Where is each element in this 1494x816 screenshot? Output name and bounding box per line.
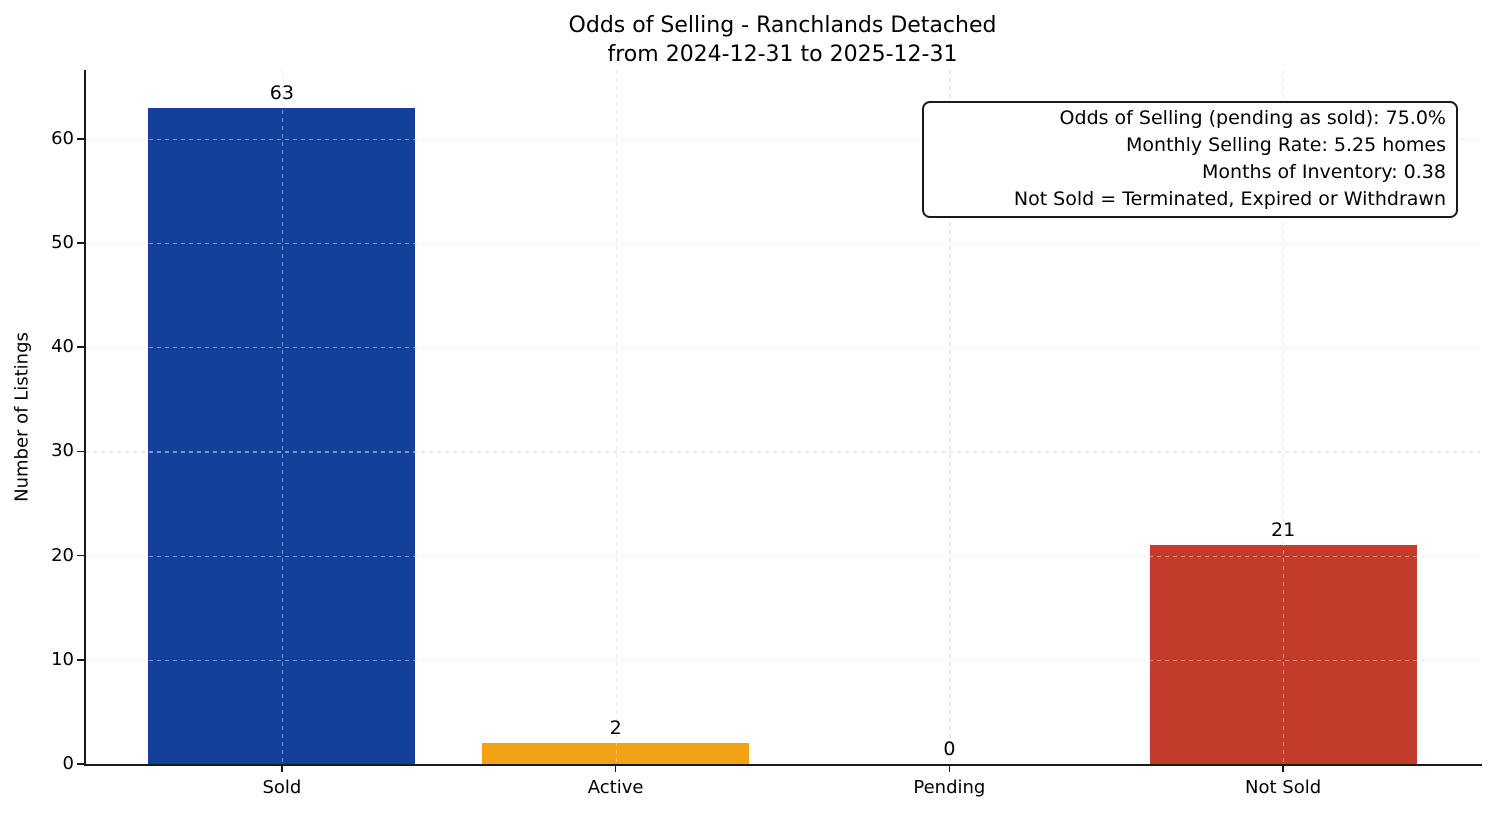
gridline-x-sold [281,70,284,764]
y-axis-spine [84,70,86,766]
gridline-y-60 [85,138,1480,140]
y-tick-label-20: 20 [51,544,74,566]
gridline-x-pending [949,70,951,764]
bar-active [482,743,750,764]
gridline-y-40 [85,347,1480,349]
gridlines-over [85,70,1480,764]
y-tick-label-50: 50 [51,231,74,253]
bar-value-labels-layer: 63 2 0 21 [85,70,1480,764]
annotation-monthly-selling-rate: Monthly Selling Rate: 5.25 homes [1126,134,1446,156]
y-tick-mark-10 [77,658,84,661]
y-axis-label: Number of Listings [11,332,33,502]
annotation-odds-of-selling: Odds of Selling (pending as sold): 75.0% [1059,107,1446,129]
bar-value-label-sold: 63 [269,81,294,104]
y-tick-label-60: 60 [51,127,74,149]
gridline-y-40 [85,347,1480,349]
y-tick-label-30: 30 [51,440,74,462]
x-tick-mark-sold [281,766,283,772]
y-tick-label-10: 10 [51,648,74,670]
gridline-y-30 [85,451,1480,453]
y-tick-mark-0 [77,763,84,765]
bar-sold [148,107,416,764]
gridline-y-10 [85,659,1480,661]
bar-value-label-active: 2 [609,717,622,740]
bars-layer [85,70,1480,764]
x-tick-mark-pending [948,766,951,772]
y-tick-label-40: 40 [51,336,74,358]
bar-not-sold [1149,545,1417,764]
y-tick-mark-20 [77,554,84,557]
x-tick-mark-active [614,766,617,772]
gridline-y-60 [85,138,1480,140]
y-tick-mark-50 [77,242,84,244]
annotation-not-sold-definition: Not Sold = Terminated, Expired or Withdr… [1013,188,1446,210]
gridline-x-not-sold [1283,70,1285,764]
gridline-y-10 [85,659,1480,661]
annotation-box: Odds of Selling (pending as sold): 75.0%… [922,101,1458,218]
x-tick-label-pending: Pending [913,777,986,798]
plot-area: 63 2 0 21 Odds of Selling (pending as sold)… [85,70,1480,764]
chart-title-line1: Odds of Selling - Ranchlands Detached [568,13,997,38]
y-tick-mark-40 [77,346,84,348]
gridline-x-not-sold [1283,70,1285,764]
gridline-y-50 [85,242,1480,245]
gridline-x-pending [949,70,951,764]
y-tick-label-0: 0 [62,753,74,774]
chart-title-line2: from 2024-12-31 to 2025-12-31 [607,42,958,67]
y-tick-mark-60 [77,137,84,140]
x-axis-spine [84,764,1482,766]
gridline-x-active [615,70,617,764]
bar-value-label-pending: 0 [943,738,956,760]
x-tick-label-not-sold: Not Sold [1245,777,1322,798]
x-tick-label-sold: Sold [262,777,302,798]
annotation-months-of-inventory: Months of Inventory: 0.38 [1202,161,1446,183]
gridline-y-30 [85,451,1480,453]
x-tick-mark-not-sold [1282,766,1284,772]
y-tick-mark-30 [77,450,84,453]
gridline-x-active [615,70,617,764]
bar-value-label-not-sold: 21 [1271,519,1296,542]
x-tick-label-active: Active [587,777,644,798]
chart-title: Odds of Selling - Ranchlands Detached fr… [85,11,1480,69]
gridline-y-20 [85,555,1480,557]
gridline-y-20 [85,555,1480,557]
gridline-y-50 [85,242,1480,245]
